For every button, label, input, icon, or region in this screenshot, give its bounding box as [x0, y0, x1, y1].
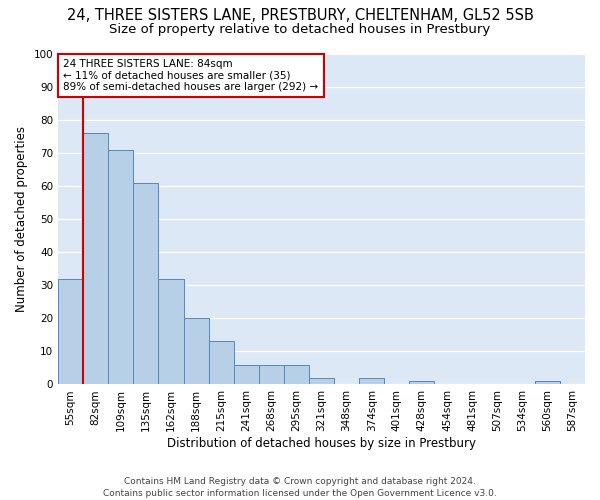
Bar [58, 278, 83, 384]
Text: 24, THREE SISTERS LANE, PRESTBURY, CHELTENHAM, GL52 5SB: 24, THREE SISTERS LANE, PRESTBURY, CHELT… [67, 8, 533, 22]
Bar [259, 364, 284, 384]
Bar [184, 318, 209, 384]
Text: Contains HM Land Registry data © Crown copyright and database right 2024.
Contai: Contains HM Land Registry data © Crown c… [103, 476, 497, 498]
Text: Size of property relative to detached houses in Prestbury: Size of property relative to detached ho… [109, 22, 491, 36]
Bar [284, 364, 309, 384]
Bar [133, 183, 158, 384]
Bar [108, 150, 133, 384]
Bar [535, 381, 560, 384]
Bar [83, 134, 108, 384]
X-axis label: Distribution of detached houses by size in Prestbury: Distribution of detached houses by size … [167, 437, 476, 450]
Bar [309, 378, 334, 384]
Bar [158, 278, 184, 384]
Text: 24 THREE SISTERS LANE: 84sqm
← 11% of detached houses are smaller (35)
89% of se: 24 THREE SISTERS LANE: 84sqm ← 11% of de… [64, 59, 319, 92]
Bar [409, 381, 434, 384]
Y-axis label: Number of detached properties: Number of detached properties [15, 126, 28, 312]
Bar [233, 364, 259, 384]
Bar [209, 342, 233, 384]
Bar [359, 378, 384, 384]
